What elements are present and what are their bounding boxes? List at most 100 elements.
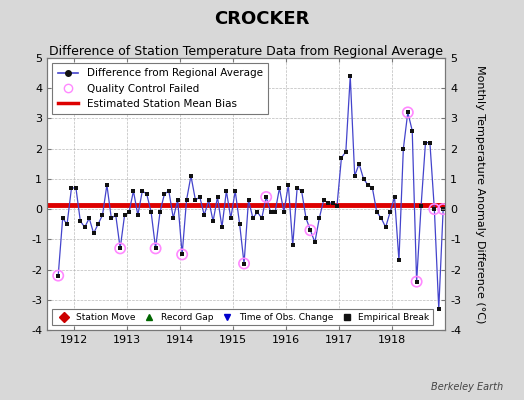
Point bbox=[253, 209, 261, 215]
Point bbox=[289, 242, 297, 248]
Point bbox=[364, 182, 372, 188]
Point bbox=[262, 194, 270, 200]
Point bbox=[408, 127, 417, 134]
Point bbox=[90, 230, 98, 236]
Point bbox=[320, 197, 328, 203]
Point bbox=[244, 197, 253, 203]
Point bbox=[231, 188, 239, 194]
Point bbox=[311, 239, 319, 246]
Point bbox=[67, 185, 75, 191]
Point bbox=[284, 182, 292, 188]
Point bbox=[209, 218, 217, 224]
Point bbox=[280, 209, 288, 215]
Point bbox=[240, 260, 248, 267]
Point bbox=[262, 194, 270, 200]
Point bbox=[421, 140, 430, 146]
Point bbox=[266, 209, 275, 215]
Point bbox=[143, 191, 151, 197]
Point bbox=[399, 146, 408, 152]
Text: Berkeley Earth: Berkeley Earth bbox=[431, 382, 503, 392]
Point bbox=[116, 245, 124, 252]
Point bbox=[147, 209, 155, 215]
Point bbox=[439, 206, 447, 212]
Point bbox=[134, 212, 142, 218]
Point bbox=[381, 224, 390, 230]
Point bbox=[94, 221, 102, 228]
Point bbox=[187, 173, 195, 179]
Point bbox=[298, 188, 306, 194]
Point bbox=[235, 221, 244, 228]
Point bbox=[430, 206, 439, 212]
Point bbox=[403, 109, 412, 116]
Point bbox=[169, 215, 178, 221]
Point bbox=[138, 188, 147, 194]
Point bbox=[107, 215, 115, 221]
Point bbox=[182, 197, 191, 203]
Point bbox=[218, 224, 226, 230]
Point bbox=[121, 212, 129, 218]
Point bbox=[125, 209, 133, 215]
Point bbox=[178, 251, 187, 258]
Point bbox=[191, 197, 200, 203]
Point bbox=[355, 160, 363, 167]
Point bbox=[302, 215, 310, 221]
Point bbox=[324, 200, 332, 206]
Point bbox=[173, 197, 182, 203]
Point bbox=[156, 209, 164, 215]
Point bbox=[342, 148, 350, 155]
Text: CROCKER: CROCKER bbox=[214, 10, 310, 28]
Point bbox=[195, 194, 204, 200]
Point bbox=[165, 188, 173, 194]
Point bbox=[116, 245, 124, 252]
Point bbox=[151, 245, 160, 252]
Point bbox=[54, 272, 62, 279]
Y-axis label: Monthly Temperature Anomaly Difference (°C): Monthly Temperature Anomaly Difference (… bbox=[475, 65, 485, 323]
Point bbox=[160, 191, 169, 197]
Point bbox=[386, 209, 394, 215]
Point bbox=[315, 215, 323, 221]
Point bbox=[112, 212, 120, 218]
Point bbox=[178, 251, 187, 258]
Point bbox=[333, 203, 341, 209]
Point bbox=[359, 176, 368, 182]
Point bbox=[81, 224, 89, 230]
Title: Difference of Station Temperature Data from Regional Average: Difference of Station Temperature Data f… bbox=[49, 45, 443, 58]
Point bbox=[377, 215, 386, 221]
Point bbox=[76, 218, 84, 224]
Point bbox=[425, 140, 434, 146]
Point bbox=[258, 215, 266, 221]
Point bbox=[293, 185, 301, 191]
Point bbox=[395, 257, 403, 264]
Point bbox=[306, 227, 314, 234]
Point bbox=[85, 215, 93, 221]
Point bbox=[403, 109, 412, 116]
Point bbox=[390, 194, 399, 200]
Point bbox=[329, 200, 337, 206]
Legend: Station Move, Record Gap, Time of Obs. Change, Empirical Break: Station Move, Record Gap, Time of Obs. C… bbox=[52, 309, 433, 326]
Point bbox=[200, 212, 209, 218]
Point bbox=[226, 215, 235, 221]
Point bbox=[103, 182, 111, 188]
Point bbox=[417, 203, 425, 209]
Point bbox=[434, 306, 443, 312]
Point bbox=[72, 185, 80, 191]
Point bbox=[412, 278, 421, 285]
Point bbox=[306, 227, 314, 234]
Point bbox=[63, 221, 71, 228]
Point bbox=[240, 260, 248, 267]
Point bbox=[271, 209, 279, 215]
Point bbox=[249, 215, 257, 221]
Point bbox=[151, 245, 160, 252]
Point bbox=[412, 278, 421, 285]
Point bbox=[99, 212, 107, 218]
Point bbox=[54, 272, 62, 279]
Point bbox=[59, 215, 67, 221]
Point bbox=[351, 173, 359, 179]
Point bbox=[373, 209, 381, 215]
Point bbox=[204, 197, 213, 203]
Point bbox=[337, 154, 346, 161]
Point bbox=[222, 188, 231, 194]
Point bbox=[275, 185, 283, 191]
Point bbox=[430, 206, 439, 212]
Point bbox=[439, 206, 447, 212]
